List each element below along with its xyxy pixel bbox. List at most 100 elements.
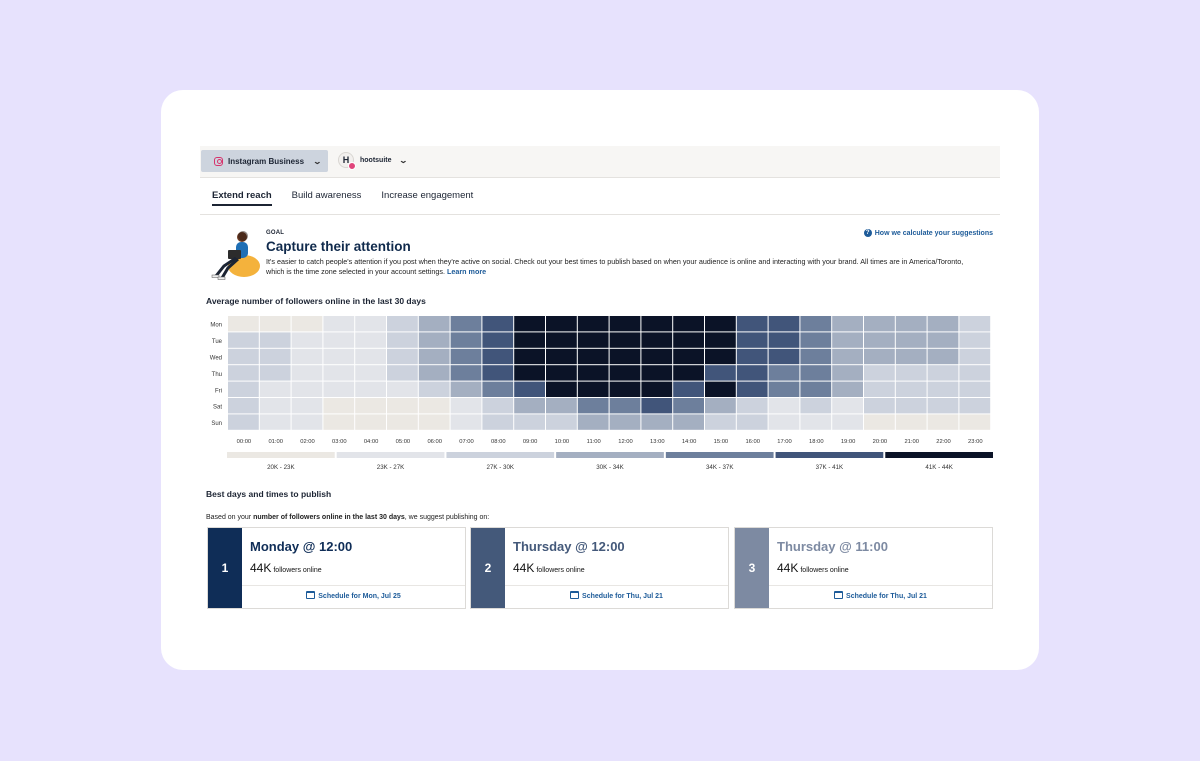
heatmap-cell[interactable]	[355, 414, 386, 430]
heatmap-cell[interactable]	[514, 365, 545, 381]
heatmap-cell[interactable]	[514, 348, 545, 365]
account-selector[interactable]: Instagram Business ⌄	[201, 150, 328, 172]
heatmap-cell[interactable]	[641, 316, 673, 332]
heatmap-cell[interactable]	[323, 316, 355, 332]
heatmap-cell[interactable]	[609, 332, 641, 348]
heatmap-cell[interactable]	[482, 414, 514, 430]
heatmap-cell[interactable]	[864, 332, 895, 348]
heatmap-cell[interactable]	[705, 414, 736, 430]
heatmap-cell[interactable]	[482, 316, 514, 332]
heatmap-cell[interactable]	[418, 348, 450, 365]
heatmap-cell[interactable]	[291, 365, 323, 381]
heatmap-cell[interactable]	[228, 398, 259, 414]
heatmap-cell[interactable]	[959, 398, 991, 414]
heatmap-cell[interactable]	[609, 348, 641, 365]
heatmap-cell[interactable]	[641, 381, 673, 397]
heatmap-cell[interactable]	[418, 414, 450, 430]
heatmap-cell[interactable]	[705, 332, 736, 348]
heatmap-cell[interactable]	[736, 332, 768, 348]
heatmap-cell[interactable]	[736, 365, 768, 381]
heatmap-cell[interactable]	[864, 365, 895, 381]
heatmap-cell[interactable]	[482, 332, 514, 348]
tab-increase-engagement[interactable]: Increase engagement	[381, 190, 474, 201]
heatmap-cell[interactable]	[864, 348, 895, 365]
schedule-button[interactable]: Schedule for Mon, Jul 25	[242, 591, 465, 600]
heatmap-cell[interactable]	[355, 332, 386, 348]
heatmap-cell[interactable]	[609, 316, 641, 332]
heatmap-cell[interactable]	[323, 414, 355, 430]
heatmap-cell[interactable]	[609, 365, 641, 381]
heatmap-cell[interactable]	[673, 332, 704, 348]
heatmap-cell[interactable]	[959, 414, 991, 430]
heatmap-cell[interactable]	[832, 316, 863, 332]
profile-selector[interactable]: H hootsuite ⌄	[338, 152, 408, 170]
heatmap-cell[interactable]	[577, 381, 609, 397]
heatmap-cell[interactable]	[768, 348, 800, 365]
heatmap-cell[interactable]	[895, 332, 927, 348]
tab-build-awareness[interactable]: Build awareness	[291, 190, 362, 201]
heatmap-cell[interactable]	[609, 398, 641, 414]
heatmap-cell[interactable]	[641, 414, 673, 430]
heatmap-cell[interactable]	[355, 365, 386, 381]
heatmap-cell[interactable]	[895, 381, 927, 397]
heatmap-cell[interactable]	[736, 316, 768, 332]
heatmap-cell[interactable]	[927, 365, 959, 381]
heatmap-cell[interactable]	[228, 348, 259, 365]
heatmap-cell[interactable]	[736, 381, 768, 397]
heatmap-cell[interactable]	[832, 348, 863, 365]
heatmap-cell[interactable]	[895, 316, 927, 332]
heatmap-cell[interactable]	[736, 348, 768, 365]
heatmap-cell[interactable]	[736, 398, 768, 414]
heatmap-cell[interactable]	[577, 398, 609, 414]
heatmap-cell[interactable]	[673, 398, 704, 414]
heatmap-cell[interactable]	[927, 332, 959, 348]
heatmap-cell[interactable]	[228, 316, 259, 332]
heatmap-cell[interactable]	[450, 381, 482, 397]
heatmap-cell[interactable]	[546, 381, 577, 397]
heatmap-cell[interactable]	[418, 332, 450, 348]
heatmap-cell[interactable]	[323, 332, 355, 348]
heatmap-cell[interactable]	[800, 332, 832, 348]
heatmap-cell[interactable]	[228, 414, 259, 430]
heatmap-cell[interactable]	[927, 316, 959, 332]
heatmap-cell[interactable]	[895, 365, 927, 381]
heatmap-cell[interactable]	[768, 398, 800, 414]
heatmap-cell[interactable]	[927, 348, 959, 365]
heatmap-cell[interactable]	[705, 348, 736, 365]
heatmap-cell[interactable]	[673, 365, 704, 381]
how-we-calculate-link[interactable]: ? How we calculate your suggestions	[863, 229, 993, 237]
heatmap-cell[interactable]	[864, 316, 895, 332]
heatmap-cell[interactable]	[959, 365, 991, 381]
heatmap-cell[interactable]	[259, 381, 291, 397]
heatmap-cell[interactable]	[768, 365, 800, 381]
heatmap-cell[interactable]	[546, 348, 577, 365]
heatmap-cell[interactable]	[482, 348, 514, 365]
heatmap-cell[interactable]	[546, 365, 577, 381]
heatmap-cell[interactable]	[291, 348, 323, 365]
heatmap-cell[interactable]	[514, 332, 545, 348]
heatmap-cell[interactable]	[259, 316, 291, 332]
heatmap-cell[interactable]	[228, 365, 259, 381]
heatmap-cell[interactable]	[577, 316, 609, 332]
heatmap-cell[interactable]	[450, 348, 482, 365]
heatmap-cell[interactable]	[482, 398, 514, 414]
tab-extend-reach[interactable]: Extend reach	[212, 190, 272, 206]
heatmap-cell[interactable]	[450, 414, 482, 430]
heatmap-cell[interactable]	[323, 381, 355, 397]
heatmap-cell[interactable]	[673, 316, 704, 332]
heatmap-cell[interactable]	[927, 381, 959, 397]
heatmap-cell[interactable]	[418, 381, 450, 397]
heatmap-cell[interactable]	[641, 398, 673, 414]
heatmap-cell[interactable]	[418, 365, 450, 381]
heatmap-cell[interactable]	[609, 414, 641, 430]
heatmap-cell[interactable]	[387, 365, 418, 381]
heatmap-cell[interactable]	[291, 381, 323, 397]
heatmap-cell[interactable]	[959, 316, 991, 332]
heatmap-cell[interactable]	[864, 414, 895, 430]
heatmap-cell[interactable]	[514, 316, 545, 332]
heatmap-cell[interactable]	[259, 348, 291, 365]
heatmap-cell[interactable]	[705, 381, 736, 397]
heatmap-cell[interactable]	[546, 316, 577, 332]
heatmap-cell[interactable]	[323, 365, 355, 381]
heatmap-cell[interactable]	[673, 414, 704, 430]
